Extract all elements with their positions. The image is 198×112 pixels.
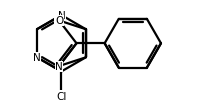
Text: Cl: Cl: [56, 91, 67, 101]
Text: N: N: [58, 11, 65, 21]
Text: N: N: [55, 61, 63, 71]
Text: N: N: [33, 53, 41, 63]
Text: O: O: [55, 16, 63, 26]
